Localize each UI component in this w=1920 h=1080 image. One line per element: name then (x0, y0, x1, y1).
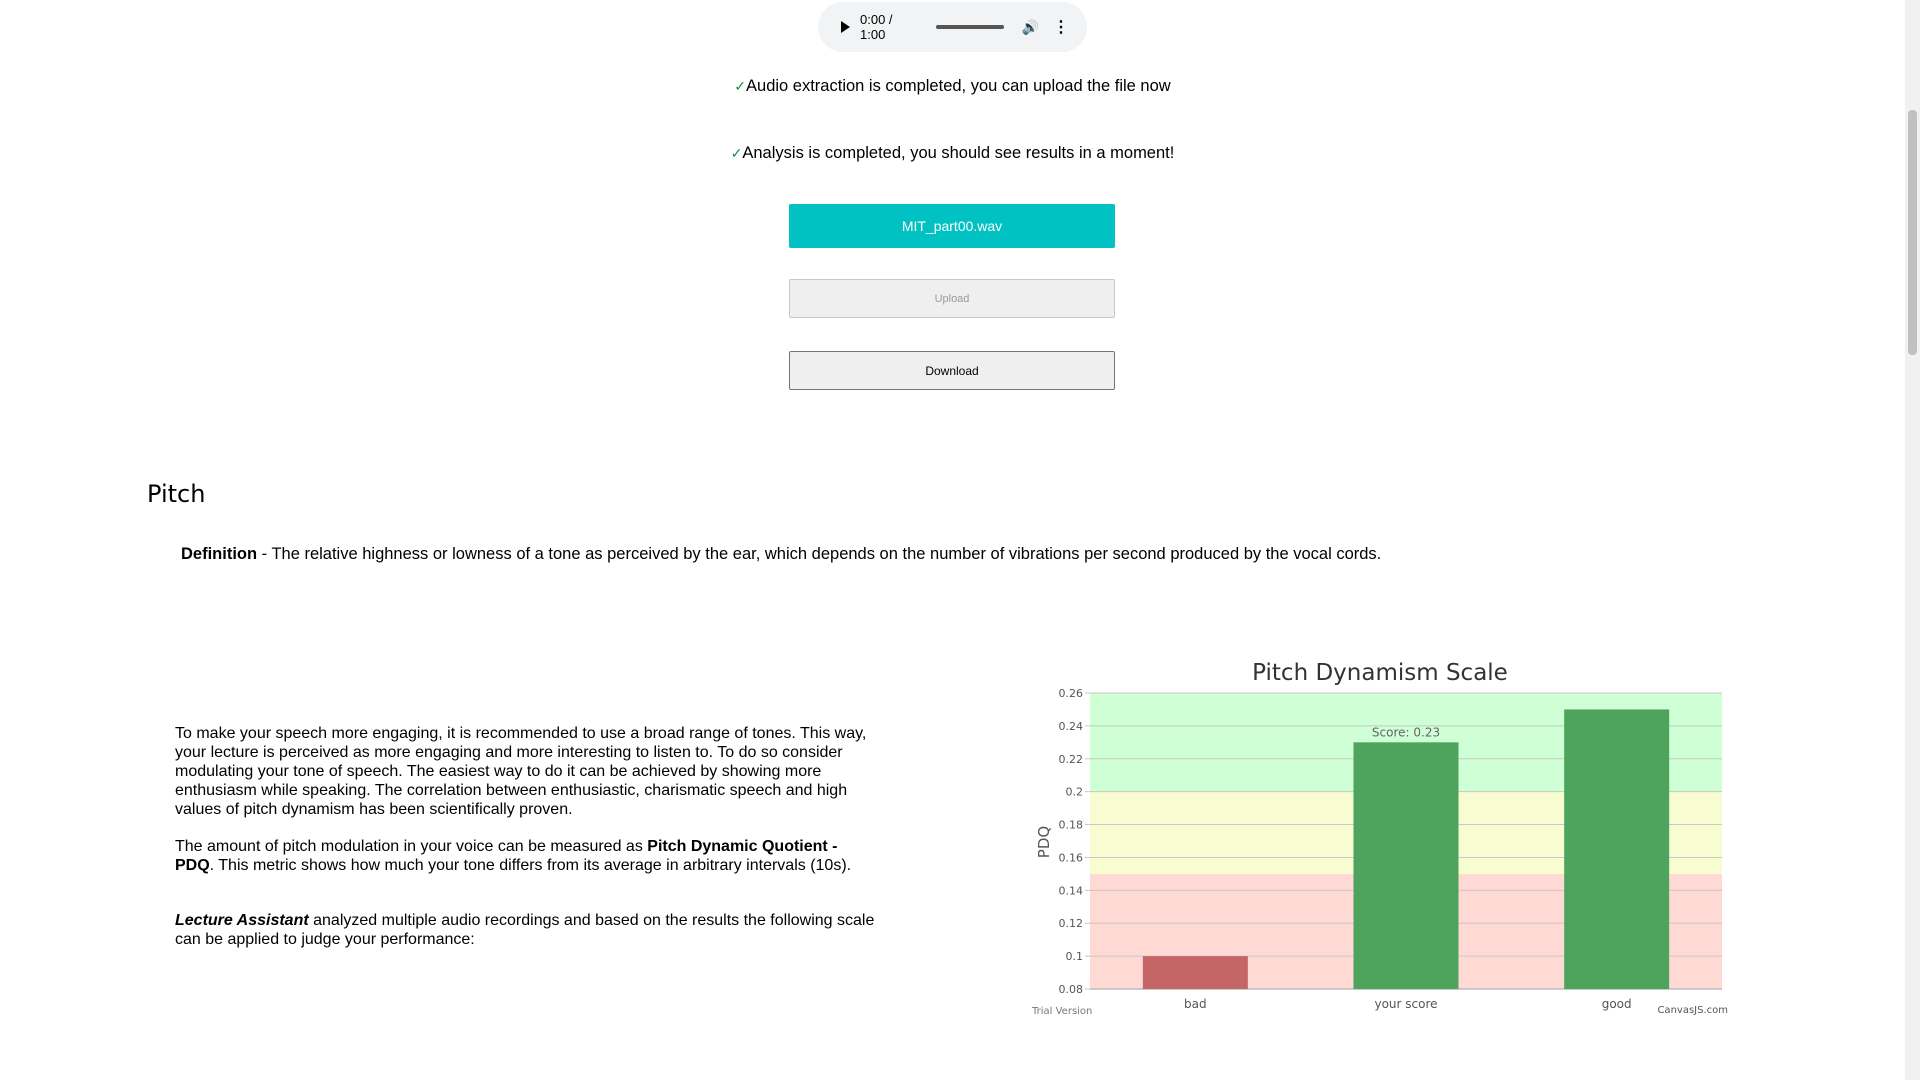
definition-text: - The relative highness or lowness of a … (257, 545, 1382, 563)
app-name: Lecture Assistant (175, 912, 309, 929)
bar-good (1564, 709, 1670, 989)
y-axis-label: PDQ (1035, 826, 1053, 858)
analysis-status: ✓Analysis is completed, you should see r… (0, 144, 1905, 163)
paragraph-pdq: The amount of pitch modulation in your v… (175, 837, 875, 875)
extraction-status-text: Audio extraction is completed, you can u… (746, 77, 1171, 95)
trial-watermark: Trial Version (1031, 1006, 1092, 1017)
pitch-dynamism-chart: 0.08 0.1 0.12 0.14 0.16 0.18 0.2 0.22 0.24 0.26 ba… (1031, 660, 1728, 1017)
paragraph-engaging: To make your speech more engaging, it is… (175, 725, 867, 818)
definition-label: Definition (181, 545, 258, 563)
file-select-button[interactable]: MIT_part00.wav (789, 204, 1115, 248)
extraction-status: ✓Audio extraction is completed, you can … (0, 77, 1905, 96)
x-tick-label: your score (1374, 997, 1437, 1011)
text: analyzed multiple audio recordings and b… (175, 912, 875, 948)
x-tick-label: bad (1184, 997, 1207, 1011)
text: The amount of pitch modulation in your v… (175, 838, 648, 855)
y-tick-label: 0.2 (1066, 786, 1084, 799)
paragraph-scale: Lecture Assistant analyzed multiple audi… (175, 911, 875, 949)
section-title: Pitch (147, 480, 206, 508)
audio-player[interactable]: 0:00 / 1:00 🔊 ⋮ (818, 2, 1087, 52)
bar-bad (1142, 956, 1248, 989)
download-button[interactable]: Download (789, 351, 1115, 390)
y-tick-label: 0.26 (1059, 687, 1084, 700)
text: . This metric shows how much your tone d… (209, 857, 852, 874)
canvasjs-credit[interactable]: CanvasJS.com (1657, 1005, 1728, 1016)
y-tick-label: 0.12 (1059, 917, 1084, 930)
volume-icon[interactable]: 🔊 (1021, 18, 1039, 35)
check-icon: ✓ (730, 145, 743, 161)
upload-button[interactable]: Upload (789, 279, 1115, 318)
x-tick-label: good (1602, 997, 1632, 1011)
y-tick-label: 0.18 (1059, 819, 1084, 832)
y-tick-label: 0.1 (1066, 950, 1084, 963)
check-icon: ✓ (734, 78, 747, 94)
chart-title: Pitch Dynamism Scale (1252, 660, 1508, 686)
analysis-status-text: Analysis is completed, you should see re… (742, 144, 1175, 162)
pdq-term: Pitch Dynamic Quotient - PDQ (175, 838, 838, 874)
play-icon[interactable] (841, 21, 850, 33)
y-tick-label: 0.22 (1059, 753, 1084, 766)
definition: Definition - The relative highness or lo… (181, 545, 1381, 564)
more-options-icon[interactable]: ⋮ (1053, 19, 1069, 36)
scrollbar-thumb[interactable] (1908, 110, 1917, 355)
y-tick-label: 0.24 (1059, 720, 1084, 733)
y-tick-label: 0.14 (1059, 884, 1084, 897)
y-tick-label: 0.16 (1059, 851, 1084, 864)
audio-seek-slider[interactable] (936, 25, 1004, 29)
bar-data-label: Score: 0.23 (1372, 725, 1440, 739)
bar-your-score (1353, 742, 1459, 989)
audio-time: 0:00 / 1:00 (860, 12, 893, 42)
y-tick-label: 0.08 (1059, 983, 1084, 996)
